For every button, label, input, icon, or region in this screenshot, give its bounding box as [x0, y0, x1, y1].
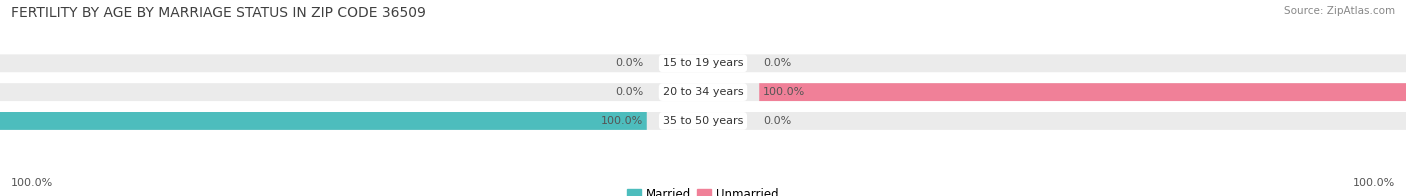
- Text: 100.0%: 100.0%: [11, 178, 53, 188]
- Text: 20 to 34 years: 20 to 34 years: [662, 87, 744, 97]
- Text: 35 to 50 years: 35 to 50 years: [662, 116, 744, 126]
- FancyBboxPatch shape: [0, 83, 1406, 101]
- FancyBboxPatch shape: [759, 83, 1406, 101]
- Text: 0.0%: 0.0%: [614, 87, 644, 97]
- Text: 0.0%: 0.0%: [762, 58, 792, 68]
- FancyBboxPatch shape: [0, 112, 647, 130]
- Text: 15 to 19 years: 15 to 19 years: [662, 58, 744, 68]
- Text: 100.0%: 100.0%: [762, 87, 806, 97]
- Text: 0.0%: 0.0%: [614, 58, 644, 68]
- Text: 0.0%: 0.0%: [762, 116, 792, 126]
- Text: 100.0%: 100.0%: [1353, 178, 1395, 188]
- Text: 100.0%: 100.0%: [600, 116, 644, 126]
- Text: FERTILITY BY AGE BY MARRIAGE STATUS IN ZIP CODE 36509: FERTILITY BY AGE BY MARRIAGE STATUS IN Z…: [11, 6, 426, 20]
- FancyBboxPatch shape: [0, 54, 1406, 72]
- Text: Source: ZipAtlas.com: Source: ZipAtlas.com: [1284, 6, 1395, 16]
- FancyBboxPatch shape: [0, 112, 1406, 130]
- Legend: Married, Unmarried: Married, Unmarried: [623, 183, 783, 196]
